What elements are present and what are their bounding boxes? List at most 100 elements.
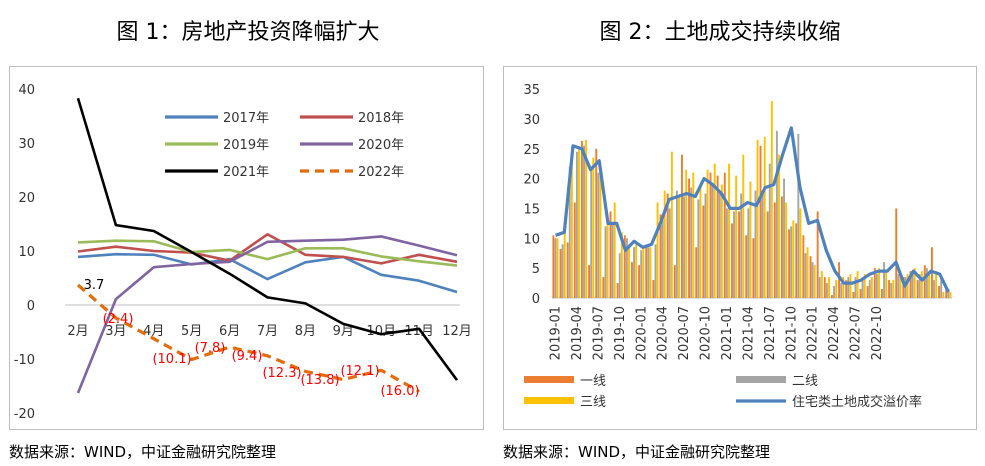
bar-一线 xyxy=(780,196,783,298)
y-tick-label: 5 xyxy=(532,262,540,277)
x-tick-label: 12月 xyxy=(442,324,472,339)
bar-三线 xyxy=(592,157,595,298)
legend-label: 三线 xyxy=(580,395,606,410)
x-tick-label: 2022-01 xyxy=(806,306,821,360)
bar-三线 xyxy=(713,163,716,298)
y-tick-label: 0 xyxy=(27,299,35,314)
bar-三线 xyxy=(806,247,809,298)
bar-三线 xyxy=(756,139,759,298)
bar-三线 xyxy=(563,223,566,299)
bar-二线 xyxy=(654,244,657,298)
bar-二线 xyxy=(661,220,664,298)
legend-label: 一线 xyxy=(580,374,606,389)
bar-一线 xyxy=(580,140,583,298)
bar-二线 xyxy=(911,271,914,298)
bar-一线 xyxy=(745,235,748,298)
bar-二线 xyxy=(947,289,950,298)
bar-三线 xyxy=(870,277,873,298)
legend-swatch xyxy=(524,397,574,404)
bar-三线 xyxy=(792,220,795,298)
bar-一线 xyxy=(552,235,555,298)
bar-二线 xyxy=(940,277,943,298)
x-tick-label: 2021-04 xyxy=(741,306,756,360)
bar-二线 xyxy=(761,190,764,298)
bar-三线 xyxy=(635,244,638,298)
legend-label: 2019年 xyxy=(223,138,269,153)
bar-一线 xyxy=(702,205,705,298)
bar-二线 xyxy=(833,286,835,298)
bar-三线 xyxy=(606,214,609,298)
bar-一线 xyxy=(852,292,855,298)
bar-一线 xyxy=(638,265,641,298)
bar-一线 xyxy=(688,178,691,298)
bar-二线 xyxy=(811,262,814,298)
bar-三线 xyxy=(935,271,938,298)
series-line-2022年 xyxy=(76,283,420,393)
bar-三线 xyxy=(949,292,952,298)
data-label: (12.3) xyxy=(262,366,301,381)
chart-panel-investment: -20 -10 0 10 20 30 40 2月 3月 4月 5月 6月 7月 8月 9月 10月 11月 12月… xyxy=(9,66,484,430)
x-tick-label: 10月 xyxy=(366,324,396,339)
bar-三线 xyxy=(728,163,730,298)
y-tick-label: 10 xyxy=(18,245,35,260)
bar-二线 xyxy=(868,280,871,298)
x-tick-label: 2019-01 xyxy=(549,306,564,360)
bar-三线 xyxy=(885,271,888,298)
legend-label: 2022年 xyxy=(358,165,404,180)
bar-三线 xyxy=(835,280,838,298)
x-tick-label: 7月 xyxy=(257,324,278,339)
bar-二线 xyxy=(683,196,685,298)
bar-一线 xyxy=(923,265,926,298)
x-tick-label: 2019-10 xyxy=(613,306,628,360)
bar-二线 xyxy=(725,208,728,298)
data-label: (7.8) xyxy=(195,341,226,356)
x-tick-label: 2022-07 xyxy=(849,306,864,360)
bar-二线 xyxy=(790,226,793,298)
bar-一线 xyxy=(716,175,719,298)
bar-二线 xyxy=(733,211,735,298)
series-line-2019年 xyxy=(77,239,458,267)
bar-三线 xyxy=(663,190,666,298)
figure-1-title: 图 1：房地产投资降幅扩大 xyxy=(116,20,380,45)
bar-三线 xyxy=(928,274,930,298)
bar-三线 xyxy=(692,172,695,298)
bar-三线 xyxy=(699,187,702,298)
bar-三线 xyxy=(892,280,895,298)
bar-二线 xyxy=(625,238,628,298)
bar-三线 xyxy=(878,268,880,298)
bar-二线 xyxy=(797,133,800,298)
x-tick-label: 8月 xyxy=(295,324,316,339)
bar-三线 xyxy=(620,232,623,298)
x-tick-label: 4月 xyxy=(143,324,164,339)
bar-二线 xyxy=(747,208,750,298)
series-line-2021年 xyxy=(76,97,459,381)
bar-三线 xyxy=(628,244,630,298)
figure-2-title: 图 2：土地成交持续收缩 xyxy=(599,20,841,45)
bar-一线 xyxy=(616,283,619,298)
bar-一线 xyxy=(652,280,655,298)
bar-二线 xyxy=(711,184,714,298)
land-bar-chart: 0 5 10 15 20 25 30 35 2019-01 2019-04 2019-07 2019-… xyxy=(523,83,952,410)
data-label: (9.4) xyxy=(232,349,263,364)
premium-rate-line xyxy=(555,126,950,293)
bar-三线 xyxy=(856,271,859,298)
x-tick-label: 2021-07 xyxy=(763,306,778,360)
bar-三线 xyxy=(942,292,945,298)
bar-三线 xyxy=(678,196,680,298)
x-tick-label: 2021-01 xyxy=(720,306,735,360)
bar-三线 xyxy=(599,166,602,298)
bar-一线 xyxy=(566,242,569,298)
bar-一线 xyxy=(595,148,598,298)
x-tick-label: 11月 xyxy=(404,324,434,339)
legend-label: 2021年 xyxy=(223,165,269,180)
bar-一线 xyxy=(902,277,905,298)
y-tick-label: 25 xyxy=(523,143,540,158)
bar-三线 xyxy=(749,181,752,298)
bar-一线 xyxy=(695,247,698,298)
bar-一线 xyxy=(659,214,662,298)
x-tick-label: 2021-10 xyxy=(784,306,799,360)
y-tick-label: 30 xyxy=(523,113,540,128)
bar-一线 xyxy=(845,280,848,298)
bar-二线 xyxy=(611,223,614,299)
x-tick-label: 2019-04 xyxy=(570,306,585,360)
